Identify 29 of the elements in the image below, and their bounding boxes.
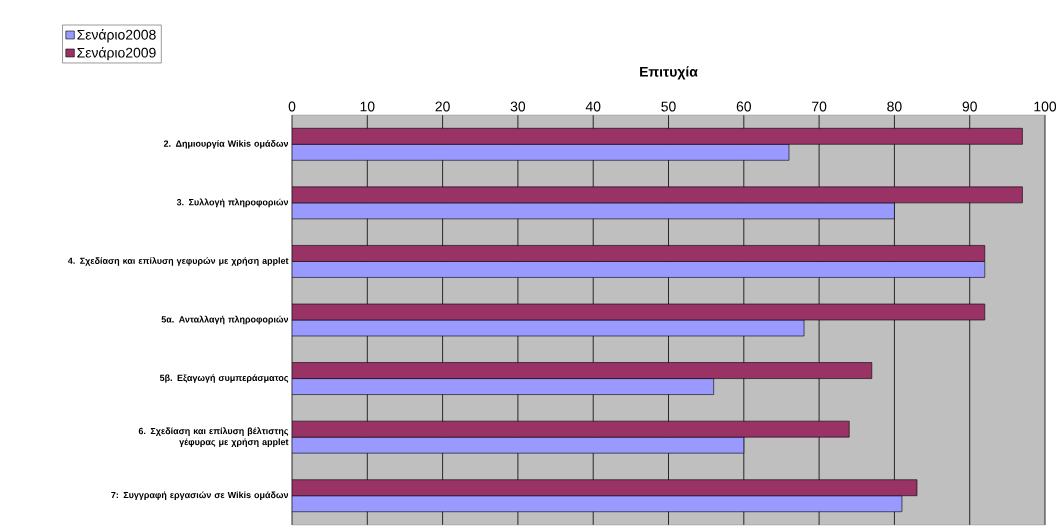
bar: [292, 261, 986, 278]
y-tick-label: 6. Σχεδίαση και επίλυση βέλτιστης γέφυρας με χρήση applet: [138, 427, 289, 447]
x-tick-label: 20: [435, 101, 450, 112]
bar: [292, 127, 1023, 145]
x-tick-label: 50: [661, 101, 676, 112]
y-tick-label: 5β. Εξαγωγή συμπεράσματος: [159, 374, 289, 383]
chart-title: Επιτυχία: [640, 66, 698, 80]
bar: [292, 245, 986, 262]
x-tick-label: 90: [962, 101, 977, 112]
bar: [292, 143, 790, 161]
bar: [292, 495, 903, 513]
legend-label: Σενάριο2009: [77, 46, 156, 61]
bar: [292, 479, 918, 497]
y-tick-label: 7: Συγγραφή εργασιών σε Wikis ομάδων: [111, 491, 289, 500]
x-tick-label: 0: [288, 101, 296, 112]
y-tick-label: 4. Σχεδίαση και επίλυση γεφυρών με χρήση applet: [67, 257, 289, 266]
x-tick-label: 30: [510, 101, 526, 112]
x-tick-label: 70: [812, 101, 827, 112]
bar: [292, 378, 714, 395]
x-tick-label: 80: [887, 101, 902, 112]
x-tick-label: 60: [736, 101, 752, 112]
legend-label: Σενάριο2008: [77, 28, 156, 43]
y-tick-label: 5α. Ανταλλαγή πληροφοριών: [161, 315, 289, 325]
bar: [292, 362, 873, 379]
y-tick-label: 3. Συλλογή πληροφοριών: [176, 198, 289, 208]
x-tick-label: 40: [585, 101, 601, 112]
x-tick-label: 100: [1034, 101, 1056, 112]
y-tick-label: 2. Δημιουργία Wikis ομάδων: [163, 140, 289, 149]
x-tick-label: 10: [360, 101, 375, 112]
